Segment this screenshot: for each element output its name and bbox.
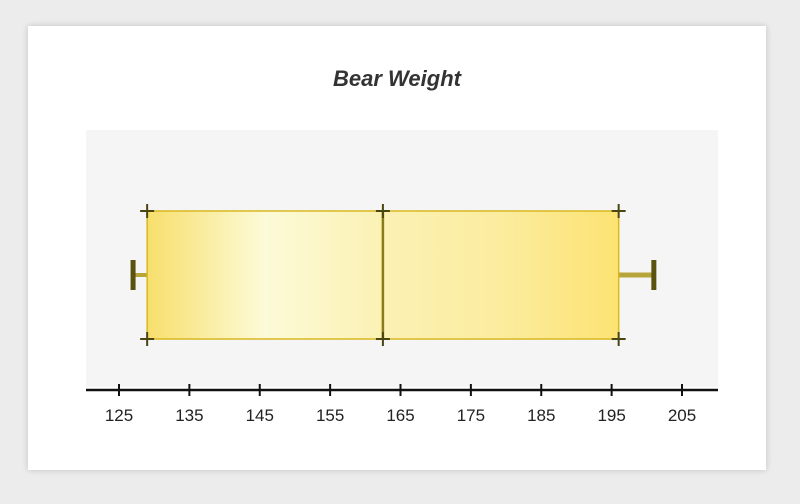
x-tick-label-185: 185 [527, 406, 555, 425]
max-cap [651, 260, 657, 290]
x-tick-label-135: 135 [175, 406, 203, 425]
x-tick-label-165: 165 [386, 406, 414, 425]
chart-title: Bear Weight [333, 66, 461, 91]
x-tick-label-155: 155 [316, 406, 344, 425]
x-tick-label-125: 125 [105, 406, 133, 425]
boxplot-chart: 125 135 145 155 165 175 185 195 205 [86, 130, 718, 425]
min-cap [130, 260, 136, 290]
chart-card: Bear Weight 125 135 145 155 165 175 185 195 205 [28, 26, 766, 470]
x-tick-label-195: 195 [597, 406, 625, 425]
x-tick-label-145: 145 [246, 406, 274, 425]
x-tick-label-175: 175 [457, 406, 485, 425]
x-tick-label-205: 205 [668, 406, 696, 425]
